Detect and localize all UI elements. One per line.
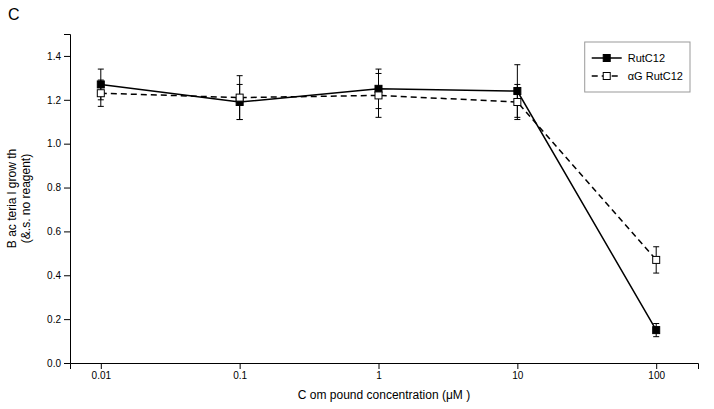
error-bar-cap	[98, 106, 104, 107]
y-axis-title-line: (&.s. no reagent)	[19, 154, 33, 243]
y-tick: 0.6	[47, 226, 70, 237]
y-tick-mark	[64, 275, 70, 276]
error-bar	[653, 247, 659, 273]
legend-marker	[603, 55, 610, 62]
error-bar-cap	[514, 119, 520, 120]
marker	[375, 92, 382, 99]
y-tick: 0.2	[47, 314, 70, 325]
x-tick-mark	[656, 363, 657, 369]
y-tick: 1.4	[47, 51, 70, 62]
y-axis-title-line: B ac teria l grow th	[5, 149, 19, 248]
error-bar	[376, 73, 382, 117]
y-tick: 1.2	[47, 95, 70, 106]
error-bar-cap	[237, 75, 243, 76]
error-bar-cap	[237, 119, 243, 120]
marker	[97, 90, 104, 97]
y-axis-line	[64, 35, 71, 364]
y-tick-mark	[64, 100, 70, 101]
y-tick-label: 0.8	[47, 182, 61, 193]
plot: 0.01 0.1 1 10 100 0.0 0.2 0.4 0.6 0.8 1.0 1.2 1.4 Rut…	[47, 35, 698, 382]
y-axis: 0.0 0.2 0.4 0.6 0.8 1.0 1.2 1.4	[47, 35, 70, 369]
marker	[653, 327, 660, 334]
y-tick-mark	[64, 231, 70, 232]
y-tick-mark	[64, 144, 70, 145]
x-tick-mark	[240, 363, 241, 369]
x-tick: 100	[648, 363, 665, 381]
marker	[653, 256, 660, 263]
data	[97, 65, 659, 337]
series	[97, 65, 659, 337]
y-tick-label: 1.0	[47, 138, 61, 149]
legend-frame	[585, 42, 690, 92]
y-axis-title: B ac teria l grow th(&.s. no reagent)	[5, 149, 33, 248]
error-bar	[514, 84, 520, 119]
error-bar-cap	[653, 323, 659, 324]
y-tick-label: 0.4	[47, 270, 61, 281]
error-bar-cap	[653, 273, 659, 274]
legend-item: RutC12	[592, 52, 665, 64]
y-tick-mark	[64, 319, 70, 320]
x-tick-label: 10	[512, 370, 524, 381]
error-bar-cap	[376, 69, 382, 70]
y-tick-label: 0.0	[47, 358, 61, 369]
y-tick-mark	[64, 363, 70, 364]
marker	[514, 98, 521, 105]
marker	[236, 94, 243, 101]
legend-marker	[603, 73, 610, 80]
legend-label: RutC12	[628, 52, 665, 64]
x-tick-mark	[101, 363, 102, 369]
error-bar-cap	[376, 73, 382, 74]
y-tick: 0.8	[47, 182, 70, 193]
series	[97, 73, 659, 273]
error-bar	[653, 324, 659, 337]
y-tick: 0.4	[47, 270, 70, 281]
error-bar-cap	[653, 336, 659, 337]
y-tick-mark	[64, 188, 70, 189]
x-tick-mark	[517, 363, 518, 369]
error-bar-cap	[376, 117, 382, 118]
y-tick: 0.0	[47, 358, 70, 369]
error-bar-cap	[514, 64, 520, 65]
y-tick-label: 0.6	[47, 226, 61, 237]
error-bar	[237, 76, 243, 120]
x-tick: 0.01	[92, 363, 112, 381]
legend-item: αG RutC12	[592, 70, 683, 82]
error-bar-cap	[514, 84, 520, 85]
legend-label: αG RutC12	[628, 70, 683, 82]
x-axis-line	[71, 364, 699, 370]
error-bar-cap	[98, 69, 104, 70]
series-line	[101, 93, 656, 260]
x-tick-label: 0.1	[233, 370, 247, 381]
y-tick-label: 1.2	[47, 95, 61, 106]
error-bar-cap	[237, 119, 243, 120]
error-bar-cap	[653, 246, 659, 247]
title: C	[8, 6, 20, 23]
x-axis-title: C om pound concentration (μM )	[298, 388, 470, 402]
error-bar-cap	[98, 80, 104, 81]
y-tick-mark	[64, 56, 70, 57]
x-tick-mark	[379, 363, 380, 369]
x-tick: 1	[376, 363, 382, 381]
x-tick: 10	[512, 363, 524, 381]
x-tick-label: 1	[376, 370, 382, 381]
error-bar	[98, 80, 104, 106]
legend: RutC12 αG RutC12	[585, 42, 690, 92]
x-tick-label: 100	[648, 370, 665, 381]
y-tick: 1.0	[47, 138, 70, 149]
x-tick-label: 0.01	[92, 370, 112, 381]
y-tick-label: 1.4	[47, 51, 61, 62]
series-line	[101, 84, 656, 330]
chart: 0.01 0.1 1 10 100 0.0 0.2 0.4 0.6 0.8 1.0 1.2 1.4 Rut…	[0, 0, 714, 409]
x-tick: 0.1	[233, 363, 247, 381]
y-tick-label: 0.2	[47, 314, 61, 325]
x-axis: 0.01 0.1 1 10 100	[71, 363, 699, 381]
